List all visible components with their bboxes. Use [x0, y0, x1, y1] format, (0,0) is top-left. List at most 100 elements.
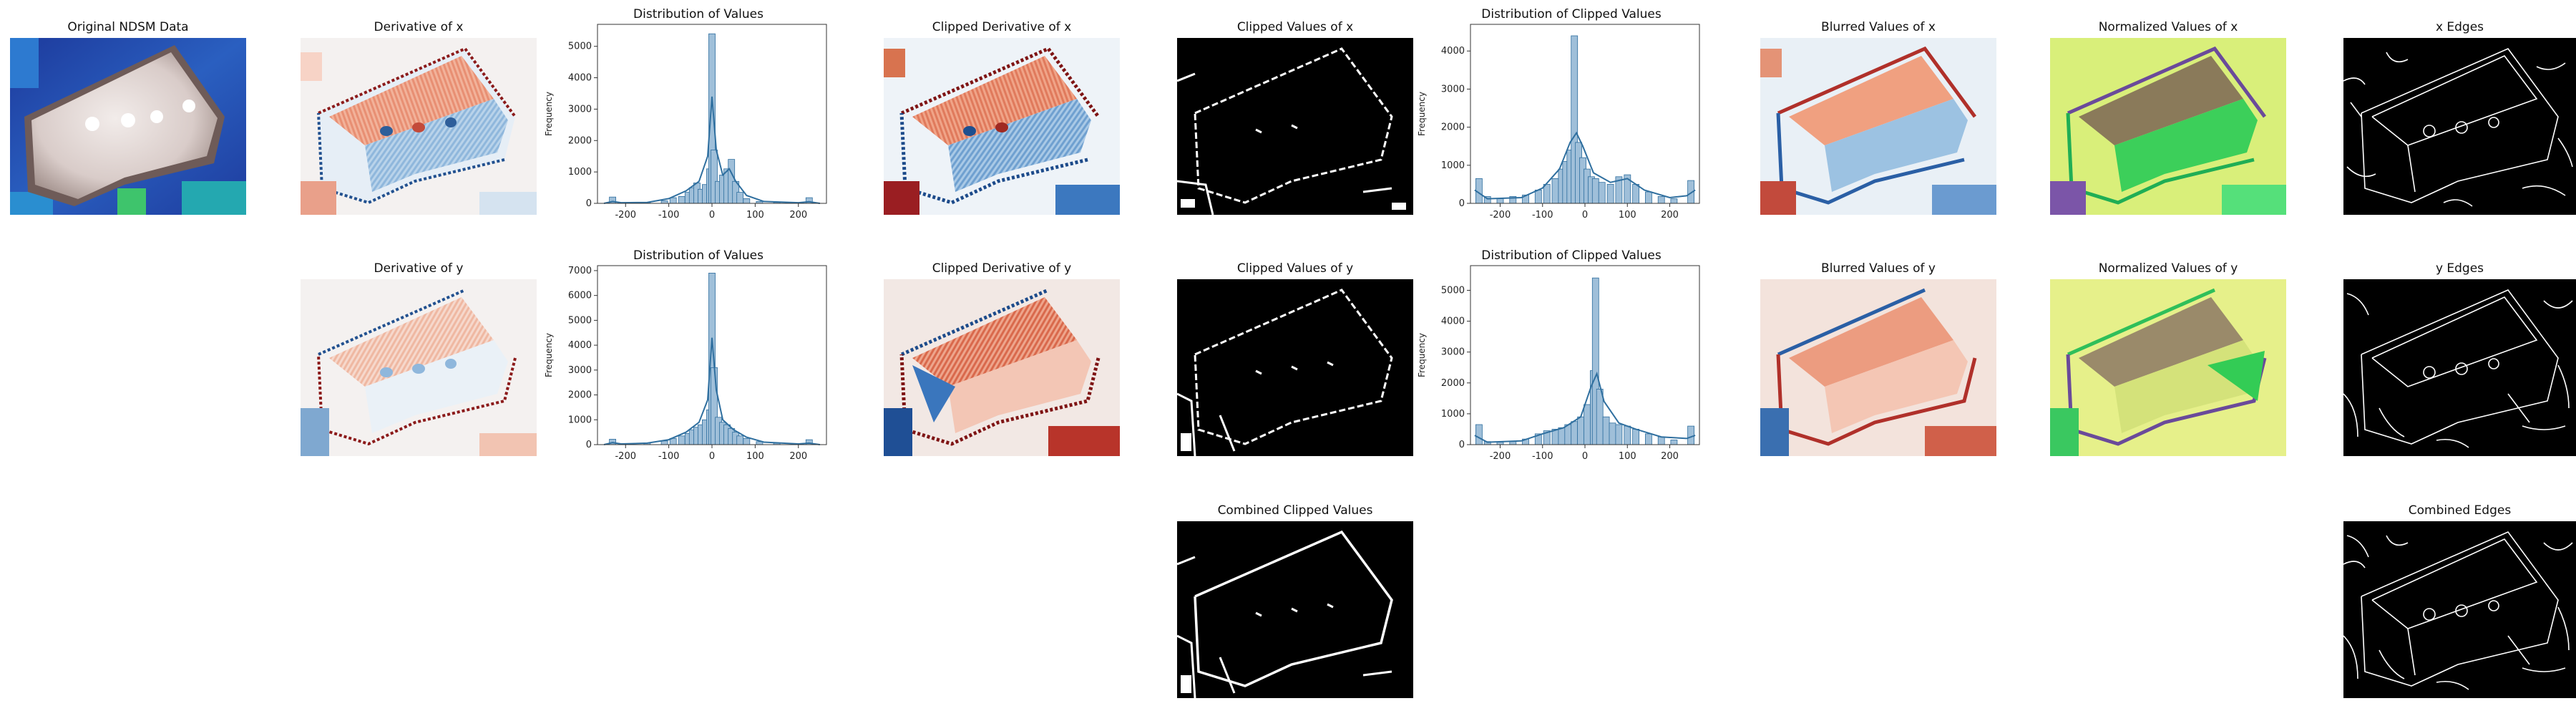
- y-tick-label: 3000: [1441, 84, 1465, 95]
- y-tick-label: 1000: [568, 415, 592, 425]
- panel-title: x Edges: [2343, 20, 2576, 34]
- panel-hist-values-y: Distribution of Values -200 -100 0 100 200 0 1…: [540, 248, 834, 470]
- panel-title: Normalized Values of x: [2050, 20, 2286, 34]
- panel-title: Derivative of y: [301, 261, 537, 276]
- x-tick-label: 100: [746, 451, 764, 462]
- derivative-y-image: [301, 279, 537, 456]
- y-tick-label: 4000: [568, 340, 592, 351]
- x-tick-label: -200: [615, 451, 636, 462]
- panel-title: Normalized Values of y: [2050, 261, 2286, 276]
- normalized-x-image: [2050, 38, 2286, 215]
- x-tick-label: 100: [1619, 451, 1636, 462]
- panel-title: y Edges: [2343, 261, 2576, 276]
- histogram-bar: [1633, 184, 1639, 203]
- panel-title: Clipped Values of x: [1177, 20, 1413, 34]
- histogram-bar: [1688, 426, 1694, 445]
- panel-title: Original NDSM Data: [10, 20, 246, 34]
- histogram-bar: [1543, 184, 1550, 203]
- x-tick-label: -200: [1490, 451, 1511, 462]
- histogram-bar: [1599, 183, 1605, 203]
- panel-clipped-values-x: Clipped Values of x: [1177, 20, 1413, 215]
- x-tick-label: -100: [658, 451, 680, 462]
- normalized-y-image: [2050, 279, 2286, 456]
- histogram-bar: [1624, 426, 1631, 445]
- clipped-derivative-y-image: [884, 279, 1120, 456]
- y-tick-label: 4000: [1441, 316, 1465, 327]
- histogram-bar: [1497, 442, 1503, 445]
- panel-clipped-derivative-y: Clipped Derivative of y: [884, 261, 1120, 456]
- y-axis-label: Frequency: [1417, 333, 1427, 377]
- histogram-bar: [1609, 423, 1616, 445]
- histogram-bar: [1658, 196, 1664, 203]
- y-tick-label: 2000: [1441, 122, 1465, 133]
- ndsm-image: [10, 38, 246, 215]
- histogram-bar: [1475, 425, 1482, 445]
- x-tick-label: 0: [709, 451, 715, 462]
- y-axis-label: Frequency: [1417, 92, 1427, 136]
- panel-derivative-y: Derivative of y: [301, 261, 537, 456]
- panel-normalized-x: Normalized Values of x: [2050, 20, 2286, 215]
- histogram-bar: [1616, 425, 1622, 445]
- y-tick-label: 2000: [568, 135, 592, 146]
- panel-title: Clipped Derivative of y: [884, 261, 1120, 276]
- panel-title: Combined Edges: [2343, 503, 2576, 518]
- histogram-bar: [1571, 422, 1578, 445]
- y-tick-label: 3000: [568, 104, 592, 115]
- histogram-bar: [1497, 199, 1503, 203]
- y-tick-label: 6000: [568, 291, 592, 301]
- y-tick-label: 5000: [1441, 285, 1465, 296]
- x-tick-label: 0: [709, 210, 715, 221]
- x-tick-label: -100: [1532, 451, 1553, 462]
- y-tick-label: 0: [1459, 198, 1465, 209]
- panel-title: Clipped Values of y: [1177, 261, 1413, 276]
- histogram-bar: [1671, 440, 1677, 445]
- panel-edges-x: x Edges: [2343, 20, 2576, 215]
- edges-y-image: [2343, 279, 2576, 456]
- y-tick-label: 0: [586, 198, 592, 209]
- derivative-x-image: [301, 38, 537, 215]
- histogram-bar: [1633, 429, 1639, 445]
- y-tick-label: 2000: [1441, 378, 1465, 389]
- panel-hist-clipped-y: Distribution of Clipped Values -200 -100 0…: [1413, 248, 1707, 470]
- y-tick-label: 0: [586, 440, 592, 450]
- histogram-bar: [678, 196, 685, 203]
- histogram-bar: [661, 201, 668, 204]
- x-tick-label: 200: [789, 210, 807, 221]
- y-tick-label: 2000: [568, 390, 592, 401]
- histogram-bar: [678, 436, 685, 445]
- panel-combined-edges: Combined Edges: [2343, 503, 2576, 698]
- histogram-bar: [1565, 425, 1571, 445]
- panel-title: Blurred Values of x: [1760, 20, 1996, 34]
- x-tick-label: -100: [1532, 210, 1553, 221]
- x-tick-label: 100: [746, 210, 764, 221]
- panel-title: Combined Clipped Values: [1177, 503, 1413, 518]
- y-tick-label: 7000: [568, 266, 592, 276]
- panel-title: Blurred Values of y: [1760, 261, 1996, 276]
- histogram-bar: [1592, 178, 1599, 203]
- histogram-bar: [1558, 427, 1565, 445]
- panel-blurred-y: Blurred Values of y: [1760, 261, 1996, 456]
- clipped-values-x-image: [1177, 38, 1413, 215]
- histogram-bar: [1645, 192, 1652, 203]
- panel-title: Clipped Derivative of x: [884, 20, 1120, 34]
- histogram-chart: -200 -100 0 100 2000100020003000400050006000…: [540, 256, 834, 470]
- panel-hist-values-x: Distribution of Values -200 -100 0 100 200 0 1…: [540, 7, 834, 229]
- y-tick-label: 1000: [1441, 160, 1465, 171]
- blurred-x-image: [1760, 38, 1996, 215]
- histogram-bar: [1658, 437, 1664, 445]
- histogram-bar: [1645, 434, 1652, 445]
- x-tick-label: 200: [789, 451, 807, 462]
- y-tick-label: 0: [1459, 440, 1465, 450]
- clipped-values-y-image: [1177, 279, 1413, 456]
- panel-derivative-x: Derivative of x: [301, 20, 537, 215]
- x-tick-label: -200: [1490, 210, 1511, 221]
- x-tick-label: 200: [1661, 451, 1679, 462]
- x-tick-label: -100: [658, 210, 680, 221]
- histogram-bar: [743, 198, 750, 203]
- histogram-bar: [743, 438, 750, 445]
- x-tick-label: -200: [615, 210, 636, 221]
- histogram-bar: [1603, 417, 1609, 445]
- panel-title: Derivative of x: [301, 20, 537, 34]
- histogram-chart: -200 -100 0 100 200010002000300040005000Freq…: [1413, 256, 1707, 470]
- histogram-bar: [661, 441, 668, 445]
